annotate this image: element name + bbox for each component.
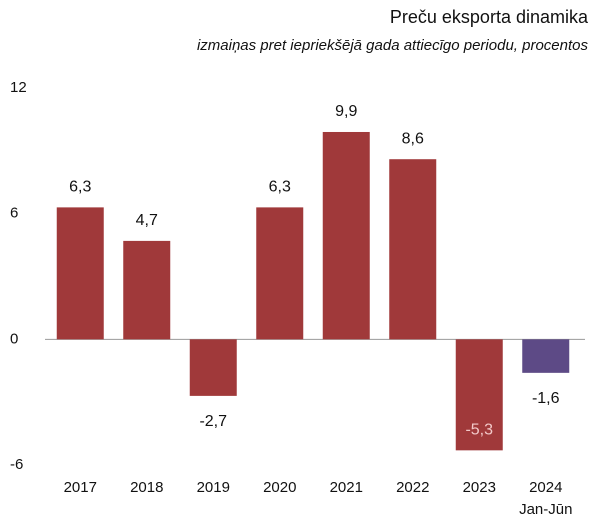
bar (256, 207, 304, 340)
y-tick-label: 12 (10, 79, 27, 96)
data-label: -5,3 (465, 422, 493, 439)
x-tick-label: 2023 (463, 479, 496, 496)
y-tick-label: -6 (10, 456, 23, 473)
y-tick-label: 6 (10, 205, 18, 222)
bar (189, 339, 237, 396)
y-tick-label: 0 (10, 330, 18, 347)
x-tick-label: 2022 (396, 479, 429, 496)
data-label: 9,9 (335, 103, 357, 120)
x-tick-label: 2019 (197, 479, 230, 496)
bar (322, 131, 370, 340)
x-tick-label: 2020 (263, 479, 296, 496)
bar (56, 207, 104, 340)
data-label: 6,3 (269, 179, 291, 196)
data-label: 4,7 (136, 212, 158, 229)
bar (455, 339, 503, 451)
data-label: 6,3 (69, 179, 91, 196)
bar (389, 159, 437, 340)
bar (123, 240, 171, 340)
data-label: 8,6 (402, 130, 424, 147)
chart-subtitle: izmaiņas pret iepriekšējā gada attiecīgo… (197, 37, 589, 54)
chart-title: Preču eksporta dinamika (390, 7, 589, 27)
x-tick-label: 2021 (330, 479, 363, 496)
x-tick-label: 2024 (529, 479, 562, 496)
x-tick-label: 2018 (130, 479, 163, 496)
data-label: -2,7 (199, 413, 227, 430)
data-label: -1,6 (532, 390, 560, 407)
x-tick-label: 2017 (64, 479, 97, 496)
x-tick-sublabel: Jan-Jūn (519, 501, 572, 518)
bar (522, 339, 570, 373)
